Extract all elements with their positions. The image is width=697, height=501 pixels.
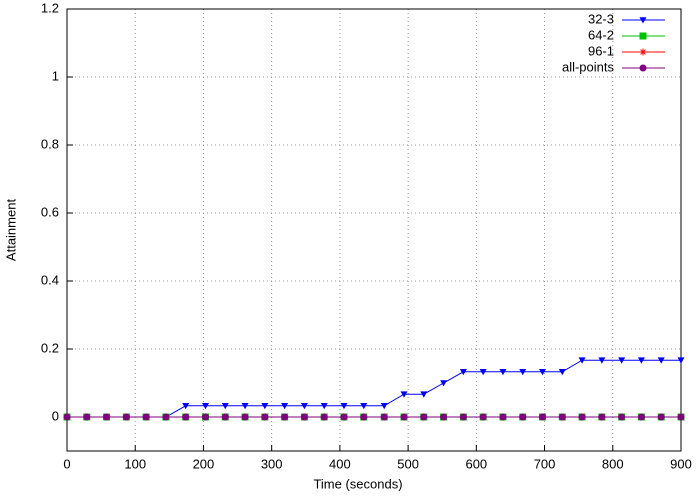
x-tick-label: 600 — [465, 456, 487, 471]
marker — [578, 357, 586, 364]
marker — [420, 391, 428, 398]
marker — [420, 413, 428, 421]
marker — [479, 413, 487, 421]
marker — [221, 413, 229, 421]
marker — [300, 413, 308, 421]
marker — [162, 413, 170, 421]
marker — [261, 413, 269, 421]
marker — [558, 368, 566, 376]
marker — [618, 413, 626, 421]
marker — [300, 402, 308, 410]
marker — [360, 402, 368, 410]
marker — [637, 357, 645, 364]
legend-label: all-points — [562, 59, 615, 74]
marker — [400, 413, 408, 421]
marker — [539, 413, 547, 421]
marker — [63, 413, 71, 421]
x-tick-label: 500 — [397, 456, 419, 471]
y-tick-label: 0.8 — [41, 136, 59, 151]
marker — [639, 48, 647, 56]
marker — [639, 32, 647, 40]
marker — [639, 17, 647, 24]
marker — [479, 368, 487, 376]
marker — [340, 402, 348, 410]
marker — [380, 402, 388, 410]
marker — [241, 402, 249, 410]
x-tick-label: 900 — [670, 456, 692, 471]
marker — [182, 402, 190, 410]
x-axis-label: Time (seconds) — [313, 476, 402, 491]
marker — [241, 413, 249, 421]
marker — [103, 413, 111, 421]
x-tick-label: 200 — [193, 456, 215, 471]
marker — [380, 413, 388, 421]
marker — [677, 357, 685, 364]
x-tick-label: 800 — [602, 456, 624, 471]
y-tick-label: 1.2 — [41, 0, 59, 15]
marker — [677, 413, 685, 421]
marker — [639, 64, 647, 72]
marker — [261, 402, 269, 410]
marker — [320, 402, 328, 410]
legend-label: 96-1 — [588, 43, 614, 58]
marker — [83, 413, 91, 421]
marker — [499, 368, 507, 376]
marker — [637, 413, 645, 421]
marker — [598, 413, 606, 421]
y-tick-label: 0.4 — [41, 272, 59, 287]
marker — [440, 380, 448, 387]
marker — [281, 402, 289, 410]
marker — [281, 413, 289, 421]
marker — [578, 413, 586, 421]
marker — [657, 413, 665, 421]
marker — [459, 368, 467, 376]
marker — [440, 413, 448, 421]
marker — [201, 413, 209, 421]
series-line — [67, 359, 681, 418]
marker — [558, 413, 566, 421]
marker — [340, 413, 348, 421]
legend-label: 64-2 — [588, 27, 614, 42]
marker — [519, 413, 527, 421]
marker — [400, 391, 408, 398]
marker — [221, 402, 229, 410]
marker — [519, 368, 527, 376]
marker — [657, 357, 665, 364]
marker — [539, 368, 547, 376]
marker — [499, 413, 507, 421]
y-tick-label: 0.2 — [41, 340, 59, 355]
marker — [182, 413, 190, 421]
y-tick-label: 0 — [52, 408, 59, 423]
legend-label: 32-3 — [588, 11, 614, 26]
y-axis-label: Attainment — [3, 199, 18, 262]
x-tick-label: 700 — [534, 456, 556, 471]
y-tick-label: 0.6 — [41, 204, 59, 219]
marker — [320, 413, 328, 421]
marker — [459, 413, 467, 421]
marker — [598, 357, 606, 364]
marker — [360, 413, 368, 421]
y-tick-label: 1 — [52, 68, 59, 83]
marker — [142, 413, 150, 421]
x-tick-label: 400 — [329, 456, 351, 471]
x-tick-label: 100 — [124, 456, 146, 471]
x-tick-label: 300 — [261, 456, 283, 471]
x-tick-label: 0 — [63, 456, 70, 471]
marker — [618, 357, 626, 364]
plot-frame — [66, 8, 682, 452]
marker — [122, 413, 130, 421]
marker — [201, 402, 209, 410]
